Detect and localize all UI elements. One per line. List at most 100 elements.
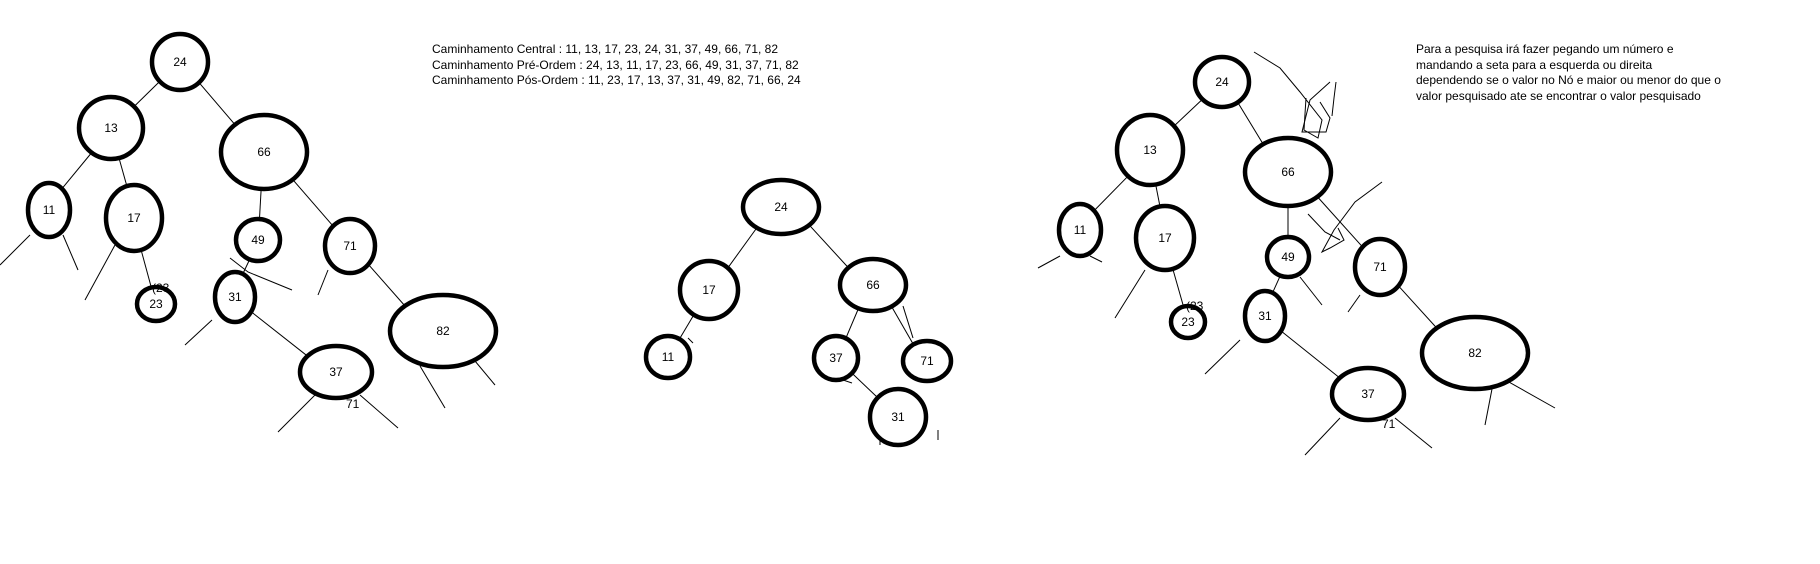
tree-3-edge-24-66 [1235, 99, 1266, 148]
tree-2-node-circle [740, 177, 822, 237]
tree-1-branch-stub [277, 394, 316, 433]
tree-3-edge-17-23 [1171, 265, 1185, 309]
tree-1-branch-stub [359, 394, 399, 429]
tree-3-branch-stub [1089, 255, 1103, 263]
tree-3-node-circle [1329, 365, 1407, 423]
tree-2-node-circle [900, 338, 954, 384]
tree-1-node-label: 23 [149, 297, 163, 311]
tree-3-branch-stub [1204, 339, 1241, 375]
tree-2-node-71: 71 [900, 338, 954, 384]
tree-2-node-circle [811, 333, 861, 383]
tree-2-node-label: 66 [866, 278, 880, 292]
tree-2-node-circle [837, 256, 909, 314]
tree-2-node-label: 24 [774, 200, 788, 214]
tree-3-node-label: 11 [1074, 223, 1087, 237]
tree-3-edge-66-71 [1314, 193, 1365, 250]
tree-3-node-label: 49 [1281, 250, 1295, 264]
tree-1-branch-stub [184, 319, 213, 346]
tree-1-branch-stub [62, 234, 79, 271]
tree-3-node-circle [1168, 303, 1208, 341]
tree-1-stray-label: 71 [346, 397, 360, 411]
tree-1-edge-31-37 [249, 310, 311, 359]
tree-2-branch-stub [902, 305, 914, 339]
tree-3-node-11: 11 [1056, 201, 1104, 259]
tree-3-node-24: 24 [1192, 54, 1252, 110]
tree-3-node-circle [1242, 135, 1334, 209]
tree-1-node-label: 66 [257, 145, 271, 159]
tree-1-node-24: 24 [149, 31, 211, 93]
traversal-listing: Caminhamento Central : 11, 13, 17, 23, 2… [432, 42, 822, 89]
tree-1-node-11: 11 [25, 180, 73, 240]
tree-1-node-label: 37 [329, 365, 343, 379]
tree-1-node-circle [149, 31, 211, 93]
tree-3-node-66: 66 [1242, 135, 1334, 209]
tree-2-node-label: 71 [920, 354, 934, 368]
tree-1-node-66: 66 [218, 112, 310, 192]
tree-3-branch-stub [1037, 255, 1061, 269]
tree-1-edge-13-17 [117, 154, 129, 190]
tree-2-node-circle [677, 258, 741, 322]
tree-1-node-circle [387, 292, 499, 370]
tree-1-branch-stub [0, 234, 31, 266]
tree-3-pointer-scribble [1301, 81, 1331, 133]
tree-1-node-label: 11 [43, 203, 56, 217]
tree-1-branch-stub [419, 365, 446, 409]
tree-3-node-circle [1056, 201, 1104, 259]
tree-3-branch-stub [1299, 276, 1323, 306]
tree-1-node-49: 49 [233, 216, 283, 264]
central-traversal-text: Caminhamento Central : 11, 13, 17, 23, 2… [432, 42, 779, 56]
tree-1-node-label: 24 [173, 55, 187, 69]
tree-1-node-label: 49 [251, 233, 265, 247]
tree-1-node-circle [297, 343, 375, 401]
tree-3-node-label: 24 [1215, 75, 1229, 89]
tree-1-edge-17-23 [139, 246, 153, 290]
tree-3-edge-13-11 [1092, 173, 1131, 213]
tree-1-node-circle [134, 284, 178, 324]
tree-3-branch-stub [1394, 417, 1433, 449]
tree-3-node-circle [1114, 112, 1186, 188]
tree-3-node-label: 66 [1281, 165, 1295, 179]
tree-1-node-37: 37 [297, 343, 375, 401]
tree-3-branch-stub [1347, 294, 1361, 313]
tree-1-node-label: 82 [436, 324, 450, 338]
tree-1-branch-stub [84, 244, 116, 301]
tree-3-node-23: 23 [1168, 303, 1208, 341]
tree-3-edge-24-13 [1171, 97, 1205, 129]
tree-1-node-circle [76, 94, 146, 162]
tree-3-branch-stub [1484, 388, 1493, 426]
tree-3-node-label: 71 [1373, 260, 1387, 274]
tree-1-edge-66-49 [258, 185, 262, 222]
nodes-layer: 24 13 66 11 17 49 71 23 31 82 37 24 17 66 11 37 71 31 24 13… [25, 31, 1531, 448]
tree-1-node-label: 31 [228, 290, 242, 304]
tree-1-branch-stub [229, 257, 293, 291]
tree-2-branch-stub [687, 337, 694, 344]
tree-2-edge-37-31 [849, 371, 881, 400]
tree-1-node-23: 23 [134, 284, 178, 324]
tree-1-node-71: 71 [322, 216, 378, 276]
tree-3-node-82: 82 [1419, 314, 1531, 392]
tree-3-node-label: 37 [1361, 387, 1375, 401]
tree-1-edge-13-11 [60, 149, 95, 191]
tree-3-pointer-scribble [1331, 81, 1337, 117]
pre-order-traversal-text: Caminhamento Pré-Ordem : 24, 13, 11, 17,… [432, 57, 799, 72]
tree-2-node-11: 11 [643, 333, 693, 381]
tree-2-node-label: 31 [891, 410, 905, 424]
tree-3-node-label: 13 [1143, 143, 1157, 157]
tree-3-node-circle [1352, 236, 1408, 298]
tree-1-node-circle [322, 216, 378, 276]
tree-3-node-17: 17 [1133, 203, 1197, 273]
tree-3-branch-stub [1114, 269, 1146, 319]
tree-2-node-circle [643, 333, 693, 381]
tree-1-node-circle [25, 180, 73, 240]
tree-1-node-82: 82 [387, 292, 499, 370]
tree-1-node-label: 17 [127, 211, 141, 225]
tree-3-pointer-scribble [1253, 51, 1323, 139]
tree-3-node-label: 82 [1468, 346, 1482, 360]
edges-layer [0, 51, 1556, 456]
tree-2-node-31: 31 [867, 386, 929, 448]
tree-1-edge-24-66 [196, 80, 238, 128]
post-order-traversal-text: Caminhamento Pós-Ordem : 11, 23, 17, 13,… [432, 73, 801, 87]
tree-2-edge-17-11 [677, 312, 696, 342]
tree-3-node-31: 31 [1242, 288, 1288, 344]
tree-1-node-label: 71 [343, 239, 357, 253]
